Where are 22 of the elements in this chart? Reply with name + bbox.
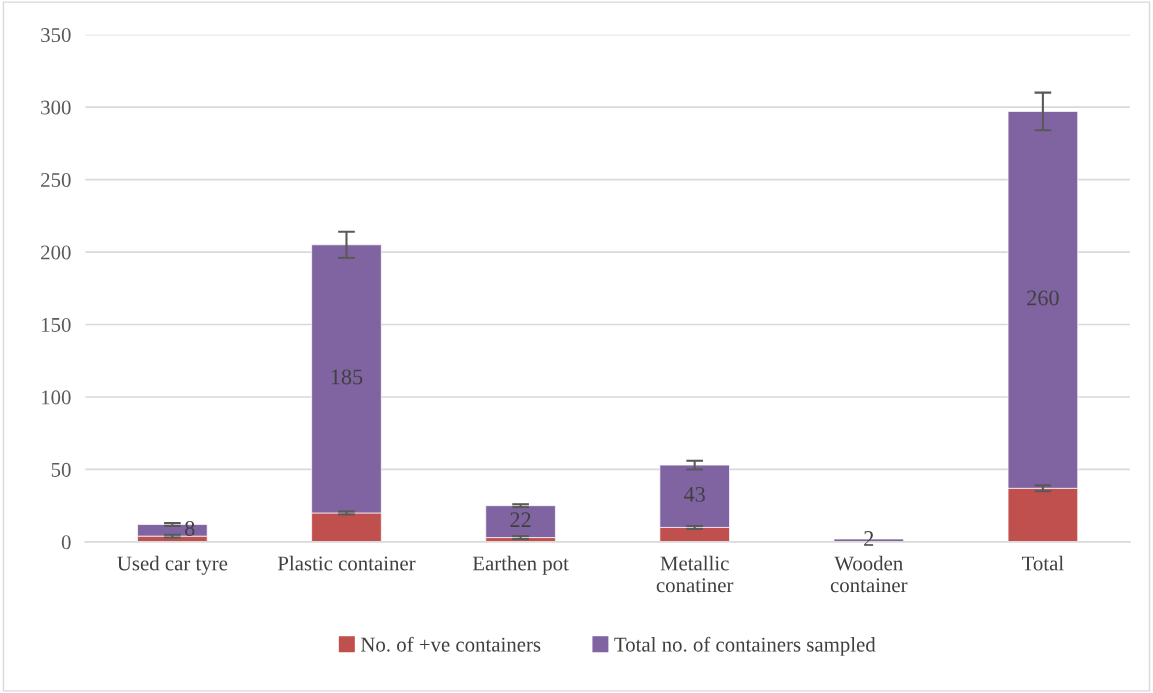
x-tick-label: Wooden container (830, 555, 908, 593)
legend-label: Total no. of containers sampled (614, 636, 876, 656)
bar (485, 505, 556, 538)
legend-label: No. of +ve containers (360, 636, 541, 652)
data-label: 185 (331, 369, 363, 385)
y-tick-label: 250 (41, 172, 71, 188)
y-tick-label: 100 (42, 390, 71, 405)
y-tick-label: 350 (41, 28, 71, 43)
y-tick-label: 0 (61, 535, 71, 550)
y-tick-label: 300 (41, 100, 71, 115)
data-label: 43 (684, 486, 705, 502)
data-label: 260 (1027, 290, 1059, 306)
x-tick-label: Earthen pot (472, 555, 569, 575)
data-label: 22 (510, 512, 531, 527)
y-tick-label: 200 (41, 245, 71, 260)
x-tick-label: Used car tyre (117, 555, 228, 575)
x-tick-label: Total (1022, 555, 1064, 571)
y-tick-label: 50 (51, 462, 71, 477)
y-tick-label: 150 (42, 317, 71, 332)
data-label: 8 (185, 520, 195, 536)
x-tick-label: Metallic conatiner (656, 555, 734, 593)
x-tick-label: Plastic container (277, 555, 416, 571)
